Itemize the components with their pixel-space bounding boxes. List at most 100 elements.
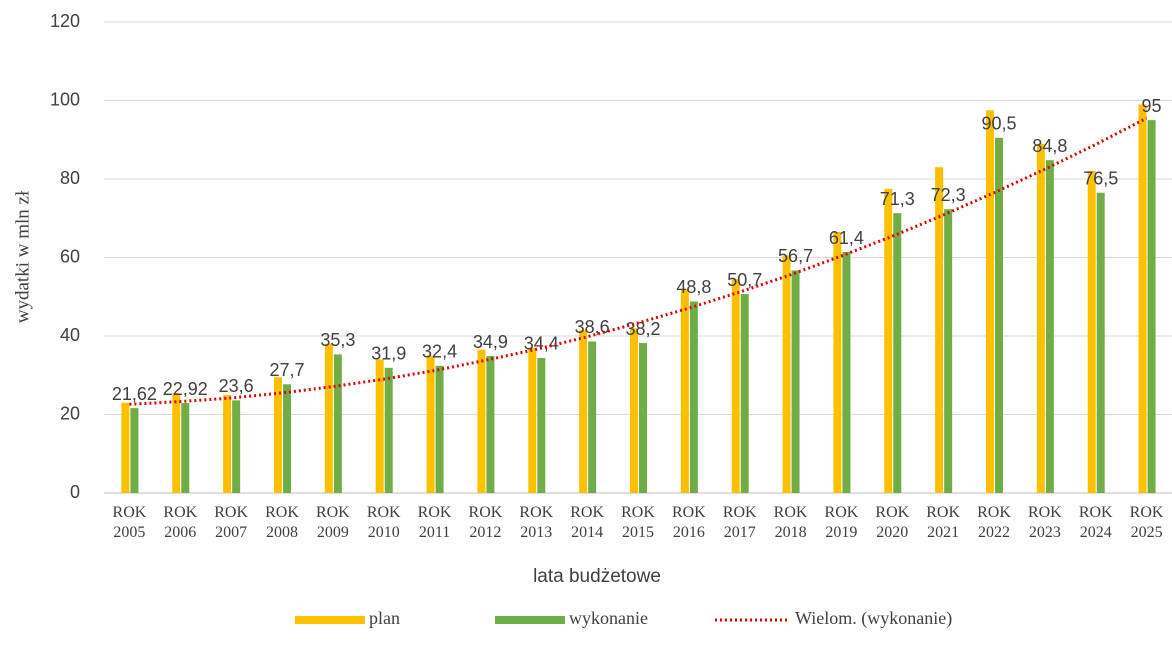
bar [842, 252, 851, 493]
bar [639, 343, 647, 493]
data-label: 84,8 [1032, 136, 1067, 156]
bar [1087, 171, 1096, 493]
x-tick-label: ROK 2018 [774, 504, 808, 541]
data-label: 31,9 [371, 344, 406, 364]
data-label: 23,6 [219, 376, 254, 396]
bar [680, 288, 689, 493]
legend-swatch [495, 616, 565, 624]
bar [486, 356, 495, 493]
x-tick-label: ROK 2021 [926, 504, 960, 541]
bar [324, 343, 333, 493]
x-tick-label: ROK 2025 [1130, 504, 1164, 541]
data-label: 90,5 [981, 114, 1016, 134]
x-tick-label: ROK 2010 [367, 504, 401, 541]
y-tick-label: 80 [60, 168, 80, 188]
data-label: 32,4 [422, 342, 457, 362]
x-tick-label: ROK 2019 [825, 504, 859, 541]
y-tick-label: 20 [60, 403, 80, 423]
x-tick-label: ROK 2008 [265, 504, 299, 541]
data-label: 38,2 [625, 319, 660, 339]
legend-label: Wielom. (wykonanie) [795, 608, 952, 629]
bar [1036, 143, 1045, 494]
bar [426, 355, 435, 493]
y-tick-label: 100 [50, 89, 80, 109]
x-tick-label: ROK 2012 [469, 504, 503, 541]
x-axis-title: lata budżetowe [533, 566, 661, 587]
data-label: 71,3 [880, 189, 915, 209]
data-label: 56,7 [778, 246, 813, 266]
bar [579, 330, 588, 493]
y-axis-title: wydatki w mln zł [12, 190, 33, 323]
bar [384, 367, 393, 493]
bar [181, 403, 190, 493]
bar [986, 110, 994, 493]
trend-line [129, 116, 1148, 406]
bar [537, 357, 546, 493]
bar [1045, 160, 1054, 493]
x-tick-label: ROK 2017 [723, 504, 757, 541]
bar [884, 188, 893, 493]
bar [274, 377, 282, 493]
data-label: 35,3 [320, 330, 355, 350]
legend-label: wykonanie [569, 608, 648, 628]
data-label: 50,7 [727, 270, 762, 290]
x-tick-label: ROK 2024 [1079, 504, 1113, 541]
bar [1138, 104, 1147, 494]
x-tick-label: ROK 2005 [113, 504, 147, 541]
bar [130, 408, 139, 493]
bar [333, 354, 342, 493]
data-label: 22,92 [163, 379, 208, 399]
x-tick-label: ROK 2023 [1028, 504, 1062, 541]
data-label: 95 [1142, 96, 1162, 116]
bar [935, 167, 944, 493]
bar [782, 255, 791, 493]
bar [121, 402, 130, 493]
bar [283, 384, 291, 493]
y-tick-label: 0 [70, 482, 80, 502]
x-tick-label: ROK 2016 [672, 504, 706, 541]
bar [893, 213, 902, 493]
data-label: 34,9 [473, 332, 508, 352]
x-tick-label: ROK 2015 [621, 504, 655, 541]
bar [791, 270, 800, 493]
data-label: 61,4 [829, 228, 864, 248]
bar [630, 328, 638, 493]
x-tick-label: ROK 2013 [519, 504, 553, 541]
x-tick-label: ROK 2022 [977, 504, 1011, 541]
bar [477, 349, 486, 493]
data-label: 72,3 [931, 185, 966, 205]
x-tick-label: ROK 2014 [570, 504, 604, 541]
bar [588, 341, 597, 493]
data-label: 21,62 [112, 384, 157, 404]
bar [232, 400, 241, 493]
bar [1147, 120, 1156, 493]
bar [740, 294, 749, 493]
bar [689, 301, 698, 493]
bar [944, 209, 953, 493]
x-tick-label: ROK 2009 [316, 504, 350, 541]
bar [833, 231, 842, 494]
bar [1096, 192, 1105, 494]
bar [435, 365, 444, 493]
data-label: 34,4 [524, 334, 559, 354]
data-label: 38,6 [575, 317, 610, 337]
y-tick-label: 60 [60, 246, 80, 266]
x-tick-label: ROK 2020 [875, 504, 909, 541]
bar [375, 359, 384, 493]
data-label: 48,8 [676, 277, 711, 297]
y-tick-label: 40 [60, 325, 80, 345]
bar [995, 137, 1003, 493]
x-tick-label: ROK 2011 [418, 504, 452, 541]
bar [223, 394, 232, 493]
legend-label: plan [369, 608, 400, 628]
x-tick-label: ROK 2006 [163, 504, 197, 541]
legend-swatch [295, 616, 365, 624]
bar [731, 279, 740, 493]
bar [528, 347, 537, 493]
x-tick-label: ROK 2007 [214, 504, 248, 541]
data-label: 76,5 [1083, 168, 1118, 188]
data-label: 27,7 [269, 360, 304, 380]
y-tick-label: 120 [50, 11, 80, 31]
bar [172, 392, 181, 493]
